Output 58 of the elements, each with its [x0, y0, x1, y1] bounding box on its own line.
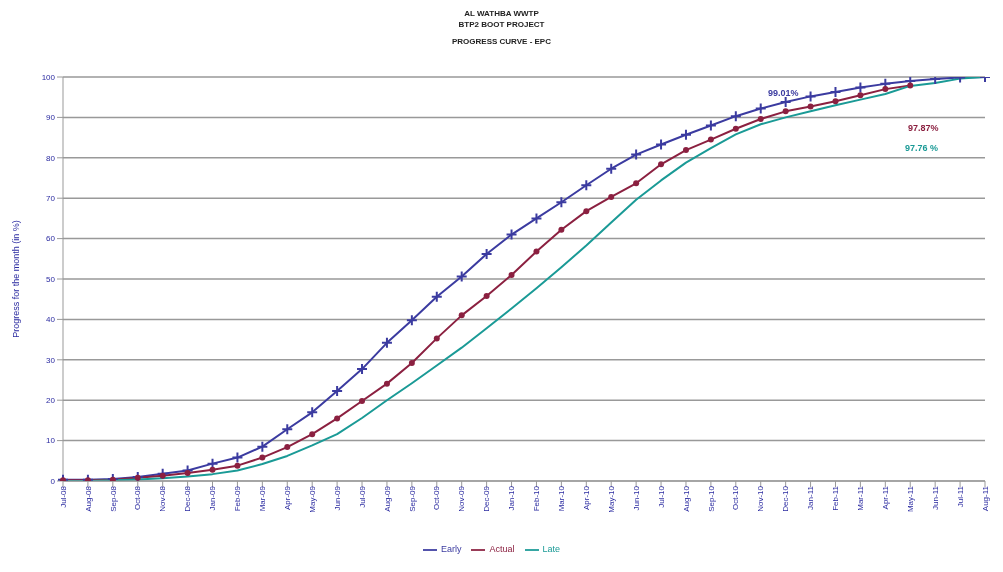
x-tick-label: Apr-11	[881, 485, 890, 510]
x-tick-label: Mar-10	[557, 485, 567, 512]
x-tick-label: Apr-09	[282, 485, 292, 511]
legend-label: Early	[440, 544, 462, 555]
x-tick-label: Feb-09	[233, 485, 243, 512]
x-tick-label: May-09	[307, 485, 317, 513]
x-tick-label: Jan-10	[507, 485, 517, 511]
y-tick-label: 70	[46, 194, 56, 204]
annotation: 97.76 %	[905, 143, 939, 153]
legend-label: Late	[542, 544, 561, 555]
y-tick-label: 30	[46, 355, 56, 365]
x-tick-label: May-11	[905, 485, 915, 513]
x-tick-label: Aug-10	[681, 485, 691, 512]
x-tick-label: Sep-09	[407, 485, 417, 512]
x-tick-label: Jul-10	[656, 485, 666, 508]
x-tick-label: Dec-08	[183, 485, 193, 512]
x-tick-label: Dec-10	[781, 485, 791, 512]
x-tick-label: Jul-11	[955, 485, 965, 508]
x-tick-label: Jul-08	[58, 485, 68, 508]
x-tick-label: Oct-09	[432, 485, 442, 511]
x-tick-label: Aug-08	[83, 485, 93, 512]
x-tick-label: Nov-10	[756, 485, 766, 512]
x-tick-label: Apr-10	[581, 485, 591, 511]
x-tick-label: Feb-11	[831, 485, 841, 511]
x-tick-label: May-10	[606, 485, 616, 513]
y-tick-label: 20	[46, 396, 56, 406]
chart-subtitle: BTP2 BOOT PROJECT PROGRESS CURVE - EPC	[451, 19, 552, 47]
x-tick-label: Jul-09	[357, 485, 367, 508]
x-tick-label: Jun-11	[930, 485, 940, 510]
x-tick-label: Jan-11	[806, 485, 816, 510]
legend-label: Actual	[489, 544, 515, 555]
x-tick-label: Feb-10	[532, 485, 542, 512]
y-tick-label: 100	[41, 72, 56, 82]
y-tick-label: 80	[46, 153, 56, 163]
x-tick-label: Sep-10	[706, 485, 716, 512]
x-tick-label: Mar-09	[258, 485, 268, 512]
y-tick-label: 60	[46, 234, 56, 244]
y-tick-label: 0	[50, 476, 56, 486]
y-tick-label: 50	[46, 274, 56, 284]
x-tick-label: Jun-10	[631, 485, 641, 511]
annotation: 97.87%	[908, 123, 939, 133]
x-tick-label: Nov-09	[457, 485, 467, 512]
x-tick-label: Oct-08	[133, 485, 143, 511]
y-tick-label: 90	[46, 113, 56, 123]
x-tick-label: Jan-09	[208, 485, 218, 511]
x-tick-label: Nov-08	[158, 485, 168, 512]
chart-title: AL WATHBA WWTP	[463, 8, 540, 19]
x-tick-label: Dec-09	[482, 485, 492, 512]
y-tick-label: 10	[46, 436, 56, 446]
x-tick-label: Oct-10	[731, 485, 741, 511]
x-tick-label: Jun-09	[332, 485, 342, 511]
x-tick-label: Aug-09	[382, 485, 392, 512]
x-tick-label: Mar-11	[856, 485, 866, 511]
annotation: 99.01%	[768, 88, 799, 98]
x-tick-label: Aug-11	[980, 485, 990, 512]
y-axis-title: Progress for the month (in %)	[11, 220, 22, 338]
y-tick-label: 40	[46, 315, 56, 325]
x-tick-label: Sep-08	[108, 485, 118, 512]
